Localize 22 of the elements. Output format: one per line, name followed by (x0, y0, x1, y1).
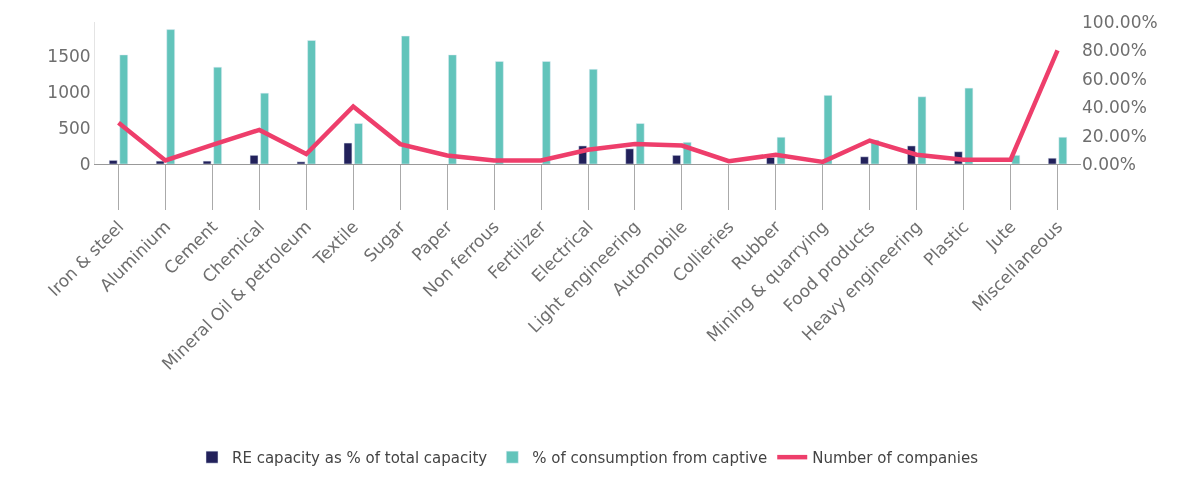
bar (672, 155, 681, 164)
y2-tick-label: 80.00% (1082, 40, 1147, 61)
y-tick-label: 1500 (47, 45, 91, 66)
bar (542, 61, 551, 164)
y-tick-label: 1000 (47, 81, 91, 102)
bar (495, 61, 504, 164)
line-series (116, 48, 1060, 164)
bar (625, 148, 634, 164)
bar (448, 54, 457, 164)
y-tick-label: 500 (58, 117, 91, 138)
bar (401, 35, 410, 164)
bar (823, 95, 833, 164)
legend-label: % of consumption from captive (532, 449, 768, 467)
y2-tick-label: 40.00% (1082, 97, 1147, 118)
y2-tick-label: 0.00% (1082, 153, 1137, 174)
legend-label: Number of companies (812, 449, 979, 467)
bar (589, 69, 598, 164)
legend-label: RE capacity as % of total capacity (232, 449, 488, 467)
y2-tick-label: 100.00% (1082, 11, 1158, 32)
y2-tick-label: 20.00% (1082, 125, 1147, 146)
y2-tick-label: 60.00% (1082, 68, 1147, 89)
y-tick-label: 0 (79, 153, 91, 174)
